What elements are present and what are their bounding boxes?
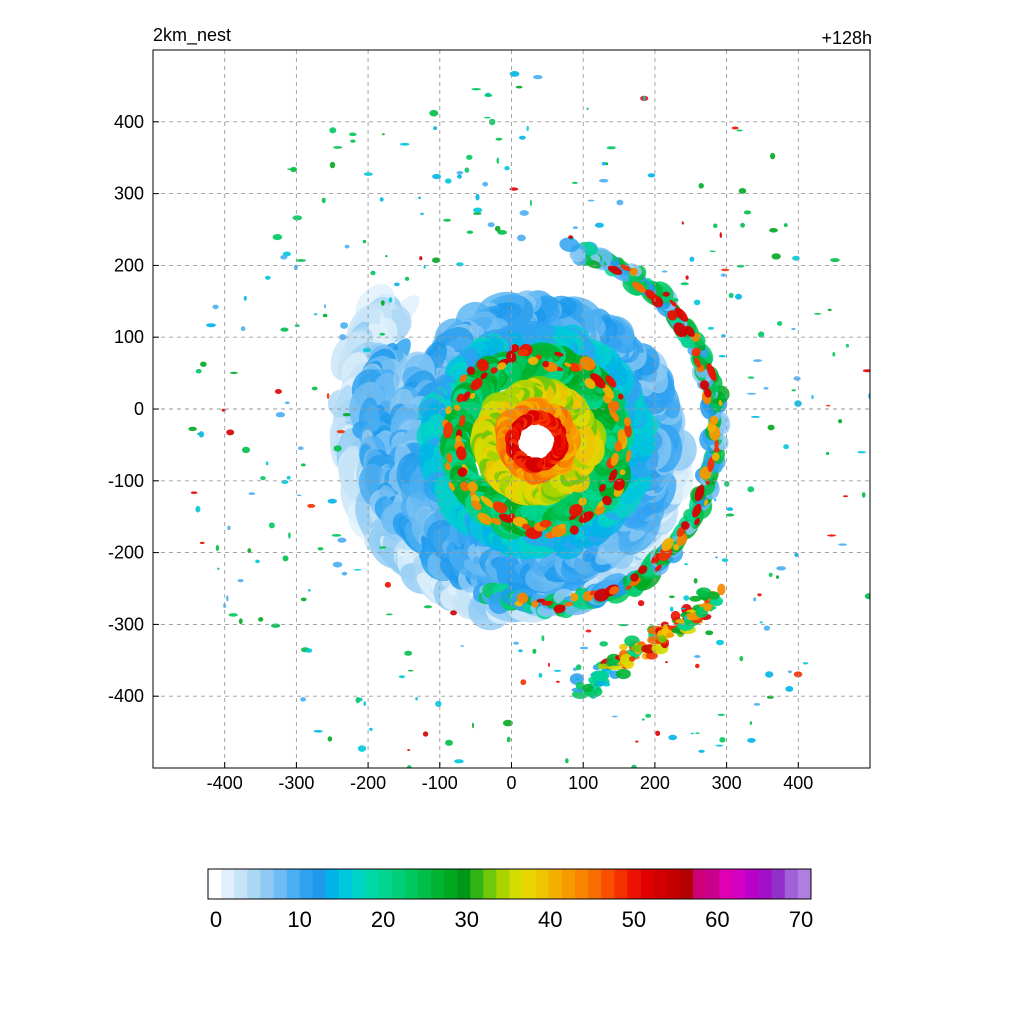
colorbar-bin (352, 869, 366, 899)
x-tick-label: -200 (350, 773, 386, 793)
colorbar-bin (601, 869, 615, 899)
colorbar-bin (286, 869, 301, 899)
colorbar-bin (719, 869, 733, 899)
colorbar-bin (548, 869, 563, 899)
colorbar-bin (640, 869, 654, 899)
colorbar-tick-label: 10 (287, 907, 311, 932)
colorbar-bin (653, 869, 668, 899)
y-tick-label: 400 (114, 112, 144, 132)
colorbar-bin (575, 869, 589, 899)
colorbar-bin (457, 869, 471, 899)
colorbar-bin (273, 869, 287, 899)
y-tick-label: 100 (114, 327, 144, 347)
colorbar-tick-label: 40 (538, 907, 562, 932)
x-tick-label: -300 (278, 773, 314, 793)
colorbar-bin (391, 869, 405, 899)
x-tick-label: -400 (207, 773, 243, 793)
colorbar-bin (417, 869, 432, 899)
y-tick-label: 300 (114, 184, 144, 204)
colorbar-bin (443, 869, 458, 899)
colorbar-bin (745, 869, 759, 899)
colorbar-frame (207, 868, 812, 900)
colorbar-bin (365, 869, 379, 899)
colorbar-bin (470, 869, 484, 899)
colorbar-bin (312, 869, 327, 899)
colorbar-bin (706, 869, 720, 899)
colorbar-bin (561, 869, 576, 899)
colorbar-tick-label: 0 (210, 907, 222, 932)
eyewall (504, 410, 569, 474)
y-tick-label: -200 (108, 543, 144, 563)
y-tick-label: -400 (108, 686, 144, 706)
colorbar-bin (522, 869, 537, 899)
colorbar-bin (588, 869, 602, 899)
chart-title: 2km_nest (153, 25, 231, 46)
colorbar-bin (299, 869, 314, 899)
colorbar-bin (732, 869, 746, 899)
colorbar (207, 868, 812, 900)
eastern-band-cores (514, 264, 723, 614)
x-tick-label: 400 (783, 773, 813, 793)
colorbar-bin (260, 869, 274, 899)
colorbar-tick-label: 60 (705, 907, 729, 932)
colorbar-tick-labels: 0 10 20 30 40 50 60 70 (210, 907, 813, 932)
x-tick-label: 200 (640, 773, 670, 793)
colorbar-bin (404, 869, 419, 899)
colorbar-tick-label: 20 (371, 907, 395, 932)
x-tick-label: -100 (422, 773, 458, 793)
colorbar-tick-label: 70 (789, 907, 813, 932)
colorbar-bin (784, 869, 799, 899)
x-tick-label: 0 (506, 773, 516, 793)
eye (519, 425, 554, 458)
x-tick-label: 100 (568, 773, 598, 793)
colorbar-bin (325, 869, 340, 899)
southeast-outer-band (569, 583, 726, 700)
colorbar-tick-label: 50 (622, 907, 646, 932)
scattered-cells (188, 71, 870, 768)
reflectivity-field (188, 71, 870, 768)
colorbar-bin (627, 869, 641, 899)
colorbar-tick-label: 30 (454, 907, 478, 932)
ring-cells (441, 343, 632, 540)
colorbar-bin (339, 869, 353, 899)
colorbar-bin (758, 869, 772, 899)
colorbar-bin (614, 869, 628, 899)
forecast-hour-label: +128h (821, 28, 872, 48)
colorbar-bin (535, 869, 550, 899)
colorbar-bin (666, 869, 681, 899)
y-tick-label: 0 (134, 399, 144, 419)
colorbar-bin (234, 869, 248, 899)
colorbar-bin (509, 869, 523, 899)
colorbar-bin (679, 869, 694, 899)
colorbar-bin (693, 869, 707, 899)
colorbar-bin (483, 869, 497, 899)
y-tick-label: -100 (108, 471, 144, 491)
plot-area (153, 50, 870, 768)
colorbar-bin (221, 869, 235, 899)
colorbar-bin (771, 869, 786, 899)
colorbar-bin (496, 869, 510, 899)
colorbar-bin (430, 869, 445, 899)
outer-envelope (388, 290, 686, 593)
colorbar-bin (247, 869, 261, 899)
x-tick-label: 300 (712, 773, 742, 793)
x-axis: -400 -300 -200 -100 0 100 200 300 400 (207, 762, 813, 793)
y-tick-label: 200 (114, 255, 144, 275)
y-tick-label: -300 (108, 614, 144, 634)
colorbar-bin (378, 869, 392, 899)
colorbar-bin (797, 869, 812, 899)
y-axis: 400 300 200 100 0 -100 -200 -300 -400 (108, 112, 159, 706)
colorbar-bin (208, 869, 222, 899)
